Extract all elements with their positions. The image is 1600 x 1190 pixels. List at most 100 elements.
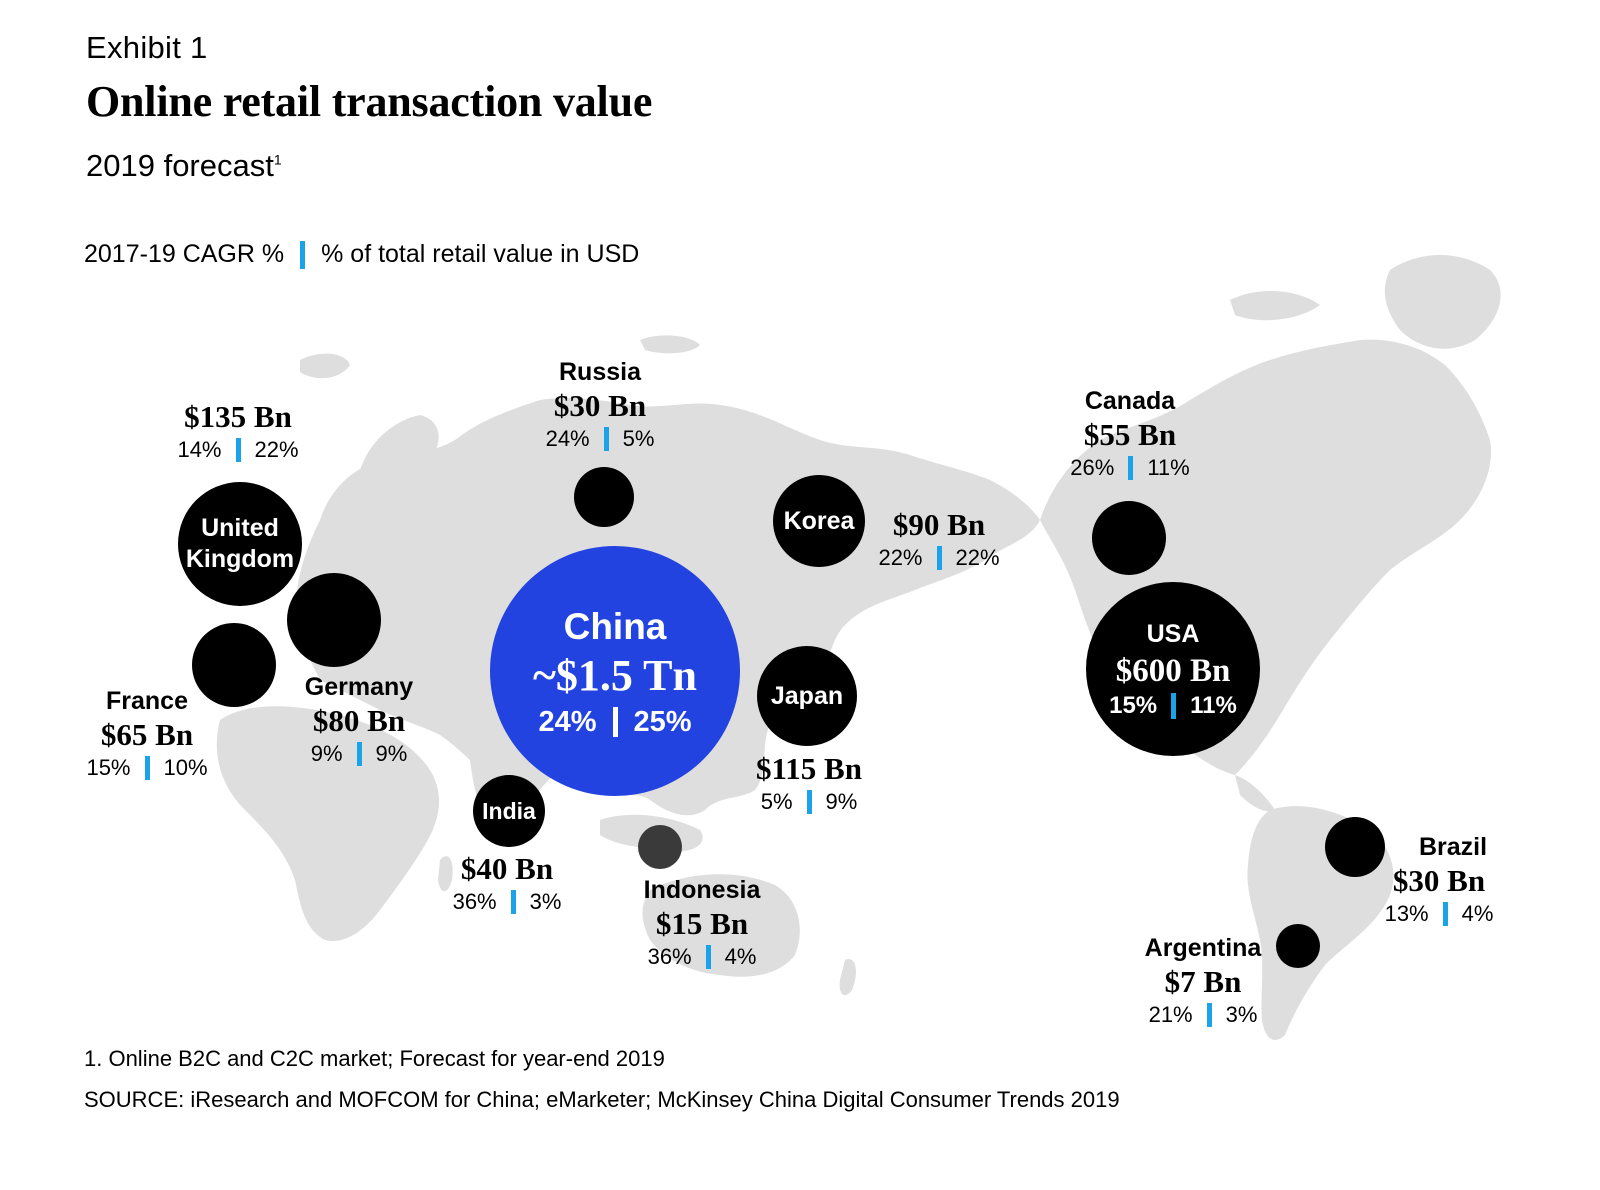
- label-canada: Canada $55 Bn 26% 11%: [1055, 386, 1205, 482]
- uk-share: 22%: [254, 437, 299, 462]
- germany-cagr: 9%: [310, 741, 343, 766]
- uk-stat-bar: [235, 438, 241, 462]
- bubble-argentina: [1276, 924, 1320, 968]
- usa-name: USA: [1146, 619, 1200, 648]
- russia-share: 5%: [622, 426, 655, 451]
- landmass-australia: [642, 874, 800, 977]
- landmass-iceland: [300, 353, 350, 379]
- landmass-greenland: [1384, 255, 1501, 349]
- japan-value: $115 Bn: [756, 751, 862, 786]
- korea-name: Korea: [783, 506, 855, 535]
- legend-share-label: % of total retail value in USD: [321, 240, 640, 268]
- russia-stats: 24% 5%: [525, 425, 675, 453]
- indonesia-stats: 36% 4%: [622, 943, 782, 971]
- argentina-stat-bar: [1206, 1003, 1212, 1027]
- uk-stats: 14% 22%: [162, 436, 314, 464]
- france-stat-bar: [144, 756, 150, 780]
- brazil-stats: 13% 4%: [1364, 900, 1514, 928]
- japan-stat-bar: [806, 790, 812, 814]
- korea-cagr: 22%: [878, 545, 923, 570]
- usa-stats: 15% 11%: [1109, 692, 1237, 720]
- uk-name-line2: Kingdom: [185, 545, 295, 573]
- indonesia-cagr: 36%: [647, 944, 692, 969]
- chart-subtitle: 2019 forecast1: [86, 148, 282, 184]
- japan-cagr: 5%: [760, 789, 793, 814]
- usa-value: $600 Bn: [1115, 652, 1231, 689]
- label-india: $40 Bn 36% 3%: [432, 850, 582, 916]
- france-value: $65 Bn: [100, 717, 194, 752]
- canada-value: $55 Bn: [1083, 417, 1177, 452]
- bubble-indonesia: [638, 825, 682, 869]
- legend-separator-bar: [300, 240, 306, 269]
- label-argentina: Argentina $7 Bn 21% 3%: [1128, 933, 1278, 1029]
- footnote: 1. Online B2C and C2C market; Forecast f…: [84, 1046, 665, 1071]
- france-cagr: 15%: [86, 755, 131, 780]
- japan-share: 9%: [825, 789, 858, 814]
- china-share: 25%: [633, 706, 692, 738]
- china-value: ~$1.5 Tn: [533, 651, 697, 700]
- russia-stat-bar: [603, 427, 609, 451]
- argentina-share: 3%: [1225, 1002, 1258, 1027]
- korea-stats: 22% 22%: [866, 544, 1012, 572]
- france-share: 10%: [163, 755, 208, 780]
- landmass-scandinavia: [360, 415, 439, 520]
- indonesia-value: $15 Bn: [655, 906, 749, 941]
- legend-cagr-label: 2017-19 CAGR %: [84, 240, 285, 268]
- japan-stats: 5% 9%: [734, 788, 884, 816]
- subtitle-footnote-marker: 1: [273, 151, 282, 168]
- label-brazil: Brazil $30 Bn 13% 4%: [1364, 832, 1514, 928]
- usa-share: 11%: [1190, 691, 1237, 719]
- landmass-madagascar: [438, 856, 453, 892]
- argentina-cagr: 21%: [1148, 1002, 1193, 1027]
- brazil-name: Brazil: [1418, 833, 1488, 861]
- uk-cagr: 14%: [177, 437, 222, 462]
- korea-stat-bar: [936, 546, 942, 570]
- bubble-russia: [574, 467, 634, 527]
- landmass-japan: [766, 596, 796, 656]
- landmass-arctic-islands: [1230, 290, 1320, 321]
- uk-value: $135 Bn: [184, 399, 292, 434]
- bubble-canada: [1092, 501, 1166, 575]
- germany-stats: 9% 9%: [284, 740, 434, 768]
- france-name: France: [106, 687, 188, 715]
- usa-cagr: 15%: [1109, 691, 1158, 719]
- india-stats: 36% 3%: [432, 888, 582, 916]
- germany-name: Germany: [304, 673, 414, 701]
- india-value: $40 Bn: [460, 851, 554, 886]
- germany-value: $80 Bn: [312, 703, 406, 738]
- bubble-uk: United Kingdom: [178, 482, 302, 606]
- russia-cagr: 24%: [545, 426, 590, 451]
- landmass-central-america: [1235, 775, 1275, 812]
- usa-stat-bar: [1171, 692, 1177, 719]
- india-stat-bar: [510, 890, 516, 914]
- korea-share: 22%: [955, 545, 1000, 570]
- legend: 2017-19 CAGR % % of total retail value i…: [84, 240, 639, 269]
- canada-stat-bar: [1128, 456, 1134, 480]
- landmass-africa: [216, 706, 440, 941]
- france-stats: 15% 10%: [74, 754, 220, 782]
- russia-name: Russia: [559, 358, 641, 386]
- label-korea: $90 Bn 22% 22%: [866, 506, 1012, 572]
- china-name: China: [563, 606, 667, 647]
- canada-cagr: 26%: [1070, 455, 1115, 480]
- china-cagr: 24%: [538, 706, 597, 738]
- subtitle-text: 2019 forecast: [86, 148, 274, 183]
- source-note: SOURCE: iResearch and MOFCOM for China; …: [84, 1087, 1120, 1112]
- indonesia-name: Indonesia: [643, 876, 761, 904]
- exhibit-label: Exhibit 1: [86, 30, 208, 65]
- bubble-germany: [287, 573, 381, 667]
- brazil-stat-bar: [1442, 902, 1448, 926]
- bubble-korea: Korea: [773, 475, 865, 567]
- bubble-china: China ~$1.5 Tn 24% 25%: [490, 546, 740, 796]
- bubble-india: India: [473, 775, 545, 847]
- label-france: France $65 Bn 15% 10%: [74, 686, 220, 782]
- india-name: India: [482, 797, 536, 824]
- bubble-japan: Japan: [757, 646, 857, 746]
- russia-value: $30 Bn: [553, 388, 647, 423]
- indonesia-share: 4%: [724, 944, 757, 969]
- germany-share: 9%: [375, 741, 408, 766]
- china-stat-bar: [612, 707, 618, 737]
- brazil-cagr: 13%: [1384, 901, 1429, 926]
- bubble-brazil: [1325, 817, 1385, 877]
- chart-title: Online retail transaction value: [86, 77, 653, 126]
